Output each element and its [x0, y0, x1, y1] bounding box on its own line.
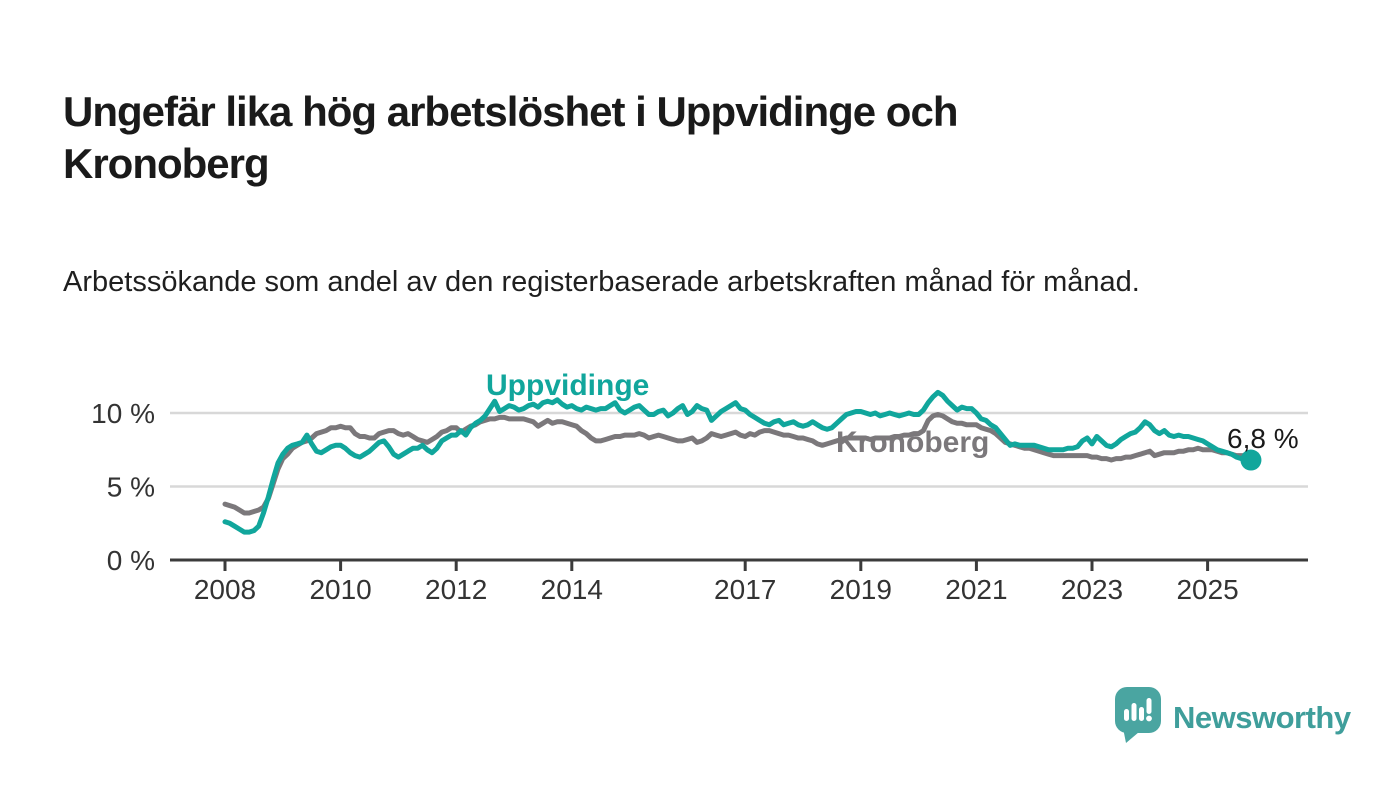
- series-label-uppvidinge: Uppvidinge: [486, 369, 650, 402]
- series-label-kronoberg: Kronoberg: [836, 426, 990, 459]
- y-tick-label: 0 %: [107, 545, 155, 576]
- x-tick-label: 2008: [194, 574, 256, 605]
- x-tick-label: 2019: [830, 574, 892, 605]
- x-tick-label: 2010: [309, 574, 371, 605]
- x-tick-label: 2025: [1176, 574, 1238, 605]
- series-line-kronoberg: [222, 412, 1249, 516]
- newsworthy-branding: Newsworthy: [1115, 687, 1351, 748]
- latest-value-annotation: 6,8 %: [1227, 423, 1299, 454]
- series-line-uppvidinge: [222, 389, 1254, 535]
- chart-subtitle: Arbetssökande som andel av den registerb…: [63, 266, 1140, 298]
- page-title: Ungefär lika hög arbetslöshet i Uppvidin…: [63, 88, 958, 188]
- latest-value-dot: [1240, 449, 1262, 471]
- x-tick-label: 2014: [541, 574, 603, 605]
- y-tick-label: 5 %: [107, 472, 155, 503]
- x-tick-label: 2021: [945, 574, 1007, 605]
- x-tick-label: 2017: [714, 574, 776, 605]
- x-tick-label: 2023: [1061, 574, 1123, 605]
- newsworthy-logo-text: Newsworthy: [1173, 699, 1351, 735]
- x-tick-label: 2012: [425, 574, 487, 605]
- y-tick-label: 10 %: [91, 398, 155, 429]
- newsworthy-logo-icon: [1115, 687, 1162, 748]
